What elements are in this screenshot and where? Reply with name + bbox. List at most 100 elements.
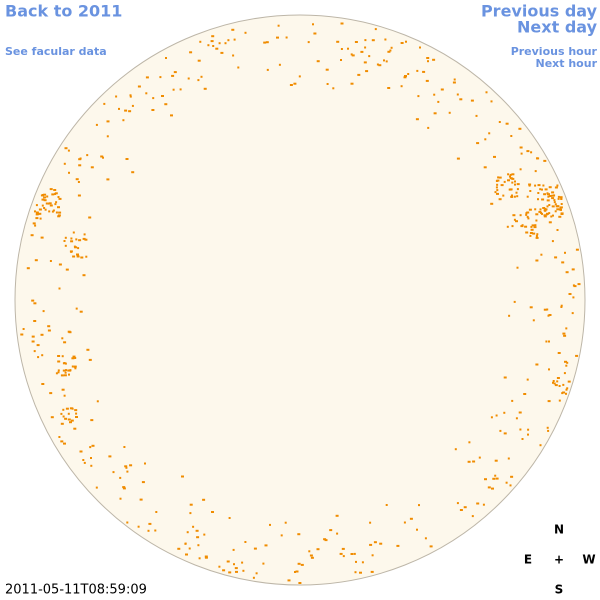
facula — [231, 28, 235, 31]
facular-link[interactable]: See facular data — [5, 45, 107, 58]
facula — [478, 456, 481, 459]
facula — [63, 341, 67, 344]
facula — [188, 547, 191, 550]
facula — [126, 470, 129, 473]
facula — [224, 42, 227, 45]
facula — [129, 94, 132, 97]
facula — [103, 102, 106, 105]
facula — [326, 83, 329, 85]
facula — [536, 233, 539, 236]
facula — [49, 392, 53, 395]
prev-hour-link[interactable]: Previous hour — [511, 45, 598, 58]
next-hour-link[interactable]: Next hour — [536, 57, 598, 70]
facula — [511, 173, 515, 176]
facula — [312, 23, 314, 26]
back-link[interactable]: Back to 2011 — [5, 2, 122, 21]
facula — [529, 306, 533, 309]
facula — [532, 319, 535, 322]
facula — [384, 38, 387, 41]
facula — [197, 59, 201, 62]
facula — [371, 39, 375, 42]
facula — [73, 365, 76, 368]
facula — [495, 477, 499, 480]
facula — [510, 475, 514, 478]
facula — [405, 40, 407, 43]
facula — [210, 40, 214, 43]
facula — [123, 446, 126, 448]
facula — [55, 201, 58, 204]
facula — [529, 232, 533, 234]
facula — [560, 203, 563, 205]
facula — [526, 211, 530, 214]
facula — [426, 57, 430, 59]
facula — [69, 407, 73, 410]
facula — [41, 198, 45, 201]
prev-day-link[interactable]: Previous day — [481, 2, 598, 21]
facula — [215, 47, 219, 50]
facula — [350, 82, 354, 85]
facula — [63, 240, 66, 242]
facula — [189, 51, 193, 54]
facula — [509, 484, 512, 487]
facula — [294, 571, 296, 573]
facula — [511, 181, 514, 184]
facula — [516, 188, 519, 191]
facula — [516, 195, 519, 198]
facula — [360, 50, 364, 53]
facula — [568, 293, 572, 295]
facula — [509, 173, 512, 176]
facula — [558, 399, 561, 402]
next-day-link[interactable]: Next day — [517, 18, 598, 37]
facula — [546, 308, 549, 311]
facula — [141, 481, 145, 484]
facula — [528, 208, 532, 211]
facula — [495, 186, 498, 189]
facula — [336, 532, 339, 535]
facula — [43, 196, 47, 199]
facula — [38, 208, 42, 211]
facula — [542, 184, 545, 187]
facula — [67, 149, 70, 152]
facula — [541, 188, 543, 191]
facula — [171, 74, 175, 77]
faculae — [20, 22, 581, 584]
facula — [551, 191, 555, 194]
facula — [575, 354, 579, 357]
facula — [518, 411, 522, 414]
facula — [329, 529, 333, 532]
facula — [147, 529, 150, 532]
facula — [55, 372, 58, 375]
facula — [86, 154, 89, 157]
facula — [535, 259, 539, 262]
facula — [535, 236, 539, 239]
facula — [524, 225, 528, 228]
facula — [119, 476, 122, 479]
facula — [74, 409, 78, 412]
facula — [389, 49, 392, 52]
facula — [22, 328, 25, 330]
facula — [560, 197, 563, 200]
facula — [340, 59, 342, 61]
facula — [67, 412, 70, 415]
facula — [565, 392, 567, 395]
facula — [534, 224, 537, 227]
facula — [509, 175, 511, 178]
facula — [60, 422, 64, 425]
facula — [129, 95, 132, 98]
facula — [115, 95, 118, 98]
facula — [490, 416, 493, 419]
facula — [78, 239, 82, 242]
facula — [31, 335, 35, 338]
facula — [502, 194, 505, 197]
facula — [560, 208, 562, 211]
facula — [90, 464, 93, 467]
facula — [60, 374, 64, 377]
facula — [36, 344, 40, 347]
facula — [71, 357, 75, 360]
facula — [89, 446, 92, 449]
facula — [293, 82, 297, 85]
facula — [539, 208, 542, 211]
facula — [373, 541, 377, 544]
facula — [378, 64, 382, 67]
